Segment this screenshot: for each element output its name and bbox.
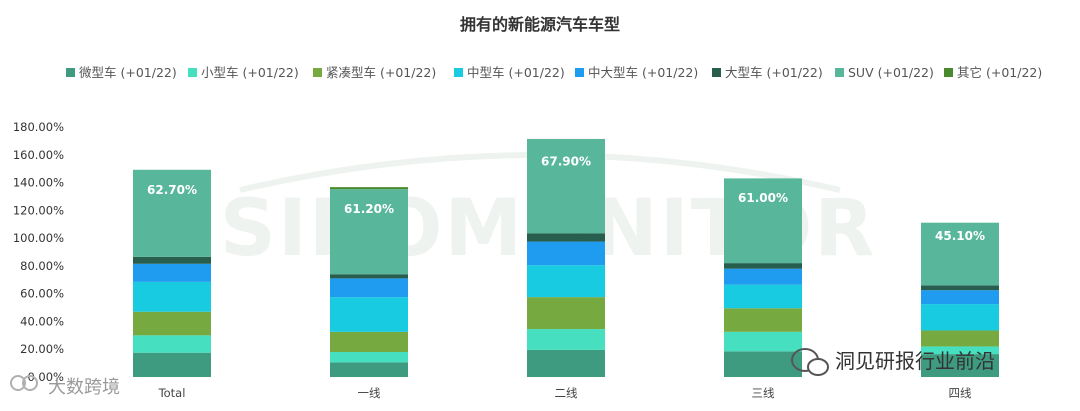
bar-segment bbox=[133, 256, 211, 264]
bar-segment bbox=[527, 297, 605, 330]
bar-segment bbox=[724, 308, 802, 332]
bar-segment bbox=[724, 268, 802, 285]
legend-swatch bbox=[188, 68, 197, 77]
bar-segment bbox=[133, 169, 211, 257]
legend-swatch bbox=[835, 68, 844, 77]
legend-label: 中大型车 (+01/22) bbox=[588, 65, 698, 80]
legend-item: 中大型车 (+01/22) bbox=[575, 65, 698, 80]
y-tick-label: 120.00% bbox=[13, 203, 64, 217]
legend-item: 大型车 (+01/22) bbox=[712, 65, 823, 80]
bar-segment bbox=[330, 187, 408, 190]
bar-segment bbox=[330, 362, 408, 377]
legend-swatch bbox=[944, 68, 953, 77]
data-labels: 62.70% 61.20% 67.90% 61.00% 45.10% bbox=[147, 154, 985, 243]
brand-right: 洞见研报行业前沿 bbox=[791, 348, 995, 376]
bar-segment bbox=[330, 278, 408, 298]
bar-segment bbox=[921, 304, 999, 331]
brand-left: 大数跨境 bbox=[10, 375, 120, 398]
y-tick-label: 20.00% bbox=[20, 342, 64, 356]
legend-label: SUV (+01/22) bbox=[848, 65, 934, 80]
bar-segment bbox=[527, 241, 605, 266]
legend-label: 紧凑型车 (+01/22) bbox=[326, 65, 436, 80]
legend-swatch bbox=[454, 68, 463, 77]
bar-segment bbox=[133, 352, 211, 377]
y-tick-label: 180.00% bbox=[13, 120, 64, 134]
bar-segment bbox=[724, 351, 802, 377]
y-tick-label: 60.00% bbox=[20, 287, 64, 301]
legend-label: 中型车 (+01/22) bbox=[467, 65, 565, 80]
legend-swatch bbox=[313, 68, 322, 77]
legend-item: SUV (+01/22) bbox=[835, 65, 934, 80]
bars bbox=[133, 138, 999, 377]
x-tick-label: Total bbox=[158, 386, 186, 400]
data-label: 67.90% bbox=[541, 154, 591, 168]
x-tick-label: 四线 bbox=[949, 386, 972, 400]
bar-segment bbox=[921, 330, 999, 347]
bar-segment bbox=[724, 331, 802, 352]
y-tick-label: 160.00% bbox=[13, 148, 64, 162]
brand-right-text: 洞见研报行业前沿 bbox=[835, 349, 995, 373]
bar-segment bbox=[921, 222, 999, 286]
x-tick-label: 二线 bbox=[555, 386, 578, 400]
bar-segment bbox=[921, 346, 999, 355]
legend: 微型车 (+01/22) 小型车 (+01/22) 紧凑型车 (+01/22) 中型车… bbox=[66, 65, 1042, 80]
bar-stack bbox=[724, 178, 802, 377]
bar-segment bbox=[527, 233, 605, 242]
y-tick-label: 80.00% bbox=[20, 259, 64, 273]
legend-item: 中型车 (+01/22) bbox=[454, 65, 565, 80]
bar-segment bbox=[330, 331, 408, 352]
bar-segment bbox=[724, 284, 802, 309]
legend-label: 大型车 (+01/22) bbox=[725, 65, 823, 80]
bar-segment bbox=[330, 297, 408, 332]
y-tick-label: 100.00% bbox=[13, 231, 64, 245]
y-tick-label: 40.00% bbox=[20, 314, 64, 328]
data-label: 45.10% bbox=[935, 229, 985, 243]
bar-segment bbox=[921, 285, 999, 291]
legend-item: 微型车 (+01/22) bbox=[66, 65, 177, 80]
bar-segment bbox=[133, 335, 211, 353]
legend-label: 微型车 (+01/22) bbox=[79, 65, 177, 80]
y-tick-label: 140.00% bbox=[13, 176, 64, 190]
y-axis: 0.00%20.00%40.00%60.00%80.00%100.00%120.… bbox=[13, 120, 64, 384]
bar-segment bbox=[330, 189, 408, 275]
legend-item: 其它 (+01/22) bbox=[944, 65, 1042, 80]
bar-segment bbox=[330, 274, 408, 279]
legend-item: 小型车 (+01/22) bbox=[188, 65, 299, 80]
legend-swatch bbox=[575, 68, 584, 77]
x-axis: Total 一线 二线 三线 四线 bbox=[158, 386, 972, 400]
bar-segment bbox=[330, 352, 408, 363]
bar-segment bbox=[133, 263, 211, 282]
x-tick-label: 三线 bbox=[752, 386, 775, 400]
bar-segment bbox=[724, 178, 802, 264]
x-tick-label: 一线 bbox=[358, 386, 381, 400]
brand-left-text: 大数跨境 bbox=[48, 377, 120, 398]
legend-item: 紧凑型车 (+01/22) bbox=[313, 65, 436, 80]
legend-label: 小型车 (+01/22) bbox=[201, 65, 299, 80]
bar-segment bbox=[724, 263, 802, 269]
bar-segment bbox=[527, 138, 605, 234]
legend-label: 其它 (+01/22) bbox=[957, 65, 1042, 80]
data-label: 62.70% bbox=[147, 183, 197, 197]
bar-segment bbox=[921, 290, 999, 305]
bar-segment bbox=[527, 329, 605, 350]
chart-title: 拥有的新能源汽车车型 bbox=[460, 15, 620, 34]
bar-segment bbox=[921, 354, 999, 377]
bar-segment bbox=[527, 265, 605, 298]
legend-swatch bbox=[66, 68, 75, 77]
bar-segment bbox=[133, 281, 211, 312]
bar-segment bbox=[527, 349, 605, 377]
bar-stack bbox=[527, 138, 605, 377]
bar-stack bbox=[133, 169, 211, 377]
bar-stack bbox=[330, 187, 408, 377]
brand-left-icon bbox=[10, 375, 26, 391]
data-label: 61.20% bbox=[344, 202, 394, 216]
bar-segment bbox=[133, 311, 211, 336]
bar-stack bbox=[921, 222, 999, 377]
legend-swatch bbox=[712, 68, 721, 77]
data-label: 61.00% bbox=[738, 191, 788, 205]
